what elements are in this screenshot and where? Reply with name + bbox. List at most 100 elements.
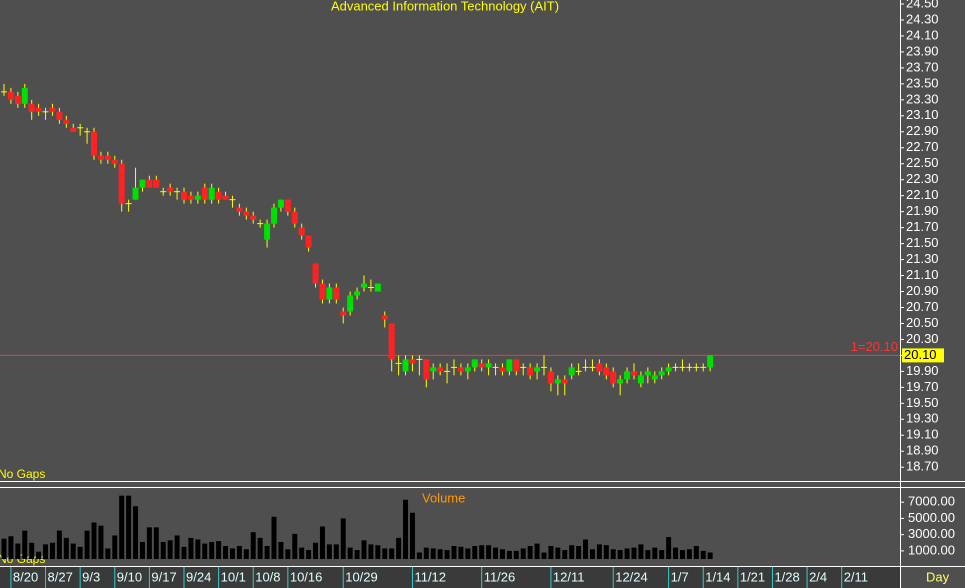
y-tick-label: 22.90 — [906, 123, 939, 138]
y-tick-label: 19.70 — [906, 379, 939, 394]
volume-bar — [486, 545, 492, 559]
candle-body — [118, 163, 125, 204]
volume-title: Volume — [422, 490, 465, 505]
volume-bar — [576, 546, 582, 559]
candle-body — [181, 191, 187, 200]
volume-bar — [569, 545, 575, 559]
y-tick-label: 18.90 — [906, 443, 939, 458]
volume-bar — [160, 541, 166, 559]
volume-bar — [583, 539, 589, 559]
x-tick-label: 9/24 — [186, 569, 211, 584]
price-line-marker — [902, 348, 944, 363]
candle-body — [298, 227, 305, 236]
candle-body — [361, 283, 367, 288]
x-tick-label: 8/20 — [13, 569, 38, 584]
candle-body — [534, 367, 541, 372]
volume-bar — [243, 549, 249, 559]
candle-body — [21, 87, 28, 104]
volume-bar — [326, 544, 332, 559]
volume-bar — [223, 546, 229, 559]
volume-bar — [181, 546, 187, 559]
volume-bar — [202, 543, 208, 559]
y-tick-label: 23.30 — [906, 91, 939, 106]
volume-bar — [382, 548, 388, 559]
y-tick-label: 23.50 — [906, 75, 939, 90]
candle-body — [665, 367, 672, 372]
volume-bar — [70, 543, 76, 559]
volume-bar — [257, 537, 263, 559]
x-tick-label: 1/7 — [671, 569, 689, 584]
volume-bar — [229, 548, 235, 559]
volume-bar — [666, 537, 672, 559]
candle-body — [333, 287, 340, 300]
period-label: Day — [926, 569, 950, 584]
volume-bar — [527, 546, 533, 559]
y-tick-label: 19.30 — [906, 411, 939, 426]
volume-bar — [84, 530, 90, 559]
volume-bar — [707, 552, 713, 559]
x-tick-label: 2/4 — [809, 569, 827, 584]
y-tick-label: 24.30 — [906, 11, 939, 26]
volume-bar — [22, 530, 28, 559]
candle-body — [340, 311, 347, 316]
volume-bar — [520, 548, 526, 559]
volume-bar — [430, 548, 436, 559]
x-axis-strip — [0, 567, 900, 588]
candle-body — [312, 263, 319, 284]
y-tick-label: 22.70 — [906, 139, 939, 154]
candle-body — [243, 211, 250, 216]
volume-bar — [409, 512, 415, 559]
volume-bar — [368, 544, 374, 559]
price-line-label: 1=20.10 — [851, 339, 898, 354]
candle-body — [63, 119, 70, 124]
candle-body — [457, 367, 464, 372]
candle-body — [305, 235, 312, 248]
volume-bar — [36, 551, 42, 559]
candle-body — [326, 287, 333, 300]
x-tick-label: 2/11 — [844, 569, 868, 584]
volume-bar — [396, 537, 402, 559]
x-tick-label: 9/3 — [82, 569, 100, 584]
volume-bar — [105, 548, 111, 559]
candle-body — [132, 187, 139, 200]
y-tick-label: 18.70 — [906, 459, 939, 474]
candle-body — [97, 155, 104, 160]
candle-body — [437, 367, 444, 372]
x-tick-label: 11/26 — [484, 569, 516, 584]
candle-body — [146, 179, 153, 188]
volume-bar — [458, 546, 464, 559]
x-tick-label: 9/10 — [117, 569, 142, 584]
candle-body — [499, 367, 506, 372]
candle-body — [14, 95, 21, 104]
volume-bar — [631, 547, 637, 559]
volume-bar — [361, 540, 367, 559]
volume-bar — [610, 549, 616, 559]
candle-body — [547, 371, 554, 384]
x-tick-label: 10/29 — [345, 569, 378, 584]
x-tick-label: 8/27 — [48, 569, 73, 584]
volume-bar — [444, 550, 450, 559]
volume-bar — [493, 547, 499, 559]
candle-body — [139, 179, 146, 188]
y-tick-label: 3000.00 — [908, 526, 955, 541]
volume-bar — [49, 542, 55, 559]
volume-bar — [292, 533, 298, 559]
candle-body — [187, 195, 194, 200]
volume-bar — [91, 522, 97, 559]
volume-bar — [465, 548, 471, 559]
candle-body — [381, 315, 388, 320]
candle-body — [215, 191, 222, 200]
candle-body — [91, 131, 97, 156]
candle-body — [291, 211, 298, 224]
candle-body — [28, 103, 35, 112]
volume-bar — [562, 550, 568, 559]
volume-bar — [451, 546, 457, 559]
candle-body — [271, 207, 277, 224]
volume-bar — [333, 544, 339, 559]
y-tick-label: 23.10 — [906, 107, 939, 122]
candle-body — [284, 199, 291, 212]
y-tick-label: 24.50 — [906, 0, 939, 10]
volume-bar — [98, 525, 104, 559]
y-tick-label: 22.50 — [906, 155, 939, 170]
price-line-axis-label: 20.10 — [904, 347, 937, 362]
